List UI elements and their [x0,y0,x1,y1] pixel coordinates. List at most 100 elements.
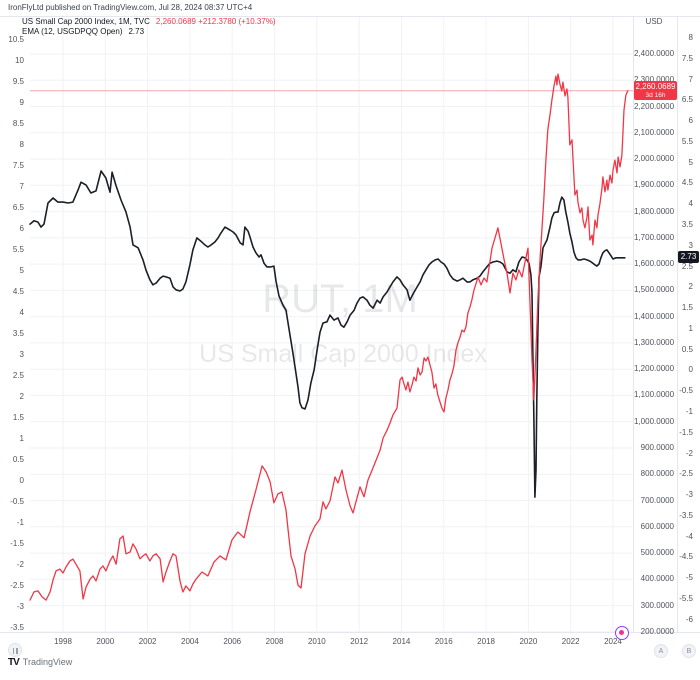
axis-time-tick: 2006 [223,637,242,646]
axis-pct-tick: 3.5 [681,219,693,229]
grid-lines [30,17,633,633]
axis-left-tick: 3 [19,350,24,359]
watermark-description: US Small Cap 2000 Index [199,340,487,368]
axis-pct-tick: 0 [688,365,693,375]
axis-pct-tick: -1 [685,406,693,416]
axis-left-tick: -3 [16,602,24,611]
tradingview-logo-text: TradingView [22,657,73,667]
axis-price-tick: 1,800.0000 [634,206,675,216]
axis-price-tick: 500.0000 [640,548,674,558]
axis-time-tick: 2010 [307,637,326,646]
corner-badge-icon [12,648,14,654]
axis-price-tick: 1,900.0000 [634,180,675,190]
axis-price-tick: 1,700.0000 [634,232,675,242]
axis-pct-tick: -3 [685,490,693,500]
axis-price-tick: 1,600.0000 [634,259,675,269]
axis-left-tick: 3.5 [12,329,24,338]
axis-left-tick: 5 [19,266,24,275]
axis-pct-tick: 7 [688,74,693,84]
axis-left-tick: 4 [19,308,24,317]
axis-left-tick: 5.5 [12,245,24,254]
axis-left-tick: -3.5 [10,623,24,632]
axis-left-tick: 9 [19,98,24,107]
axis-time-tick: 2022 [561,637,580,646]
axis-left-tick: 7 [19,182,24,191]
axis-pct-tick: -1.5 [679,427,693,437]
legend: US Small Cap 2000 Index, 1M, TVC 2,260.06… [22,17,276,37]
axis-price-tick: 2,100.0000 [634,127,675,137]
legend-symbol-change: +212.3780 (+10.37%) [198,17,276,26]
axis-pct-tick: -6 [685,614,693,624]
legend-row-symbol[interactable]: US Small Cap 2000 Index, 1M, TVC 2,260.06… [22,17,276,27]
axis-pct-tick: 8 [688,33,693,42]
axis-left-tick: 8.5 [12,119,24,128]
axis-left-tick: 0.5 [12,455,24,464]
publish-info: IronFlyLtd published on TradingView.com,… [8,3,253,12]
last-price-value: 2,260.0689 [635,82,676,92]
axis-pct-tick: -5.5 [679,593,693,603]
axis-time-tick: 2008 [265,637,284,646]
axis-time-tick: 2014 [392,637,411,646]
axis-pct-tick: -4.5 [679,552,693,562]
axis-left-tick: 1.5 [12,413,24,422]
axis-pct-tick: 5.5 [681,136,693,146]
legend-symbol-value: 2,260.0689 [155,17,196,26]
axis-price-tick: 700.0000 [640,495,674,505]
axis-left-tick: 6 [19,224,24,233]
price-axis-currency-label: USD [645,17,663,26]
legend-ema-title: EMA (12, USGDPQQ Open) [22,27,123,36]
time-axis-corner-badge[interactable] [8,643,22,657]
idea-marker-dot [619,630,624,635]
axis-price-tick: 800.0000 [640,469,674,479]
axis-price-tick: 400.0000 [640,574,674,584]
scale-b-badge[interactable]: B [682,644,696,658]
scale-a-badge[interactable]: A [654,644,668,658]
axis-time-tick: 2024 [604,637,622,646]
axis-time-tick: 2000 [96,637,115,646]
ema-series-line [29,170,626,498]
axis-pct-tick: 0.5 [681,344,693,354]
axis-left-tick: 8 [19,140,24,149]
legend-ema-value: 2.73 [128,27,145,36]
legend-row-ema[interactable]: EMA (12, USGDPQQ Open) 2.73 [22,27,276,37]
axis-price-tick: 1,100.0000 [634,390,675,400]
axis-pct-tick: 6 [688,116,693,126]
axis-price-tick: 1,400.0000 [634,311,675,321]
tradingview-logo-icon: TV [8,657,20,668]
axis-left-tick: 10.5 [8,35,24,44]
axis-price-tick: 600.0000 [640,521,674,531]
idea-marker-icon[interactable] [615,626,629,640]
axis-pct-tick: 1 [688,323,693,333]
axis-pct-tick: 4.5 [681,178,693,188]
bar-countdown: 3d 16h [645,92,666,100]
axis-price-tick: 1,500.0000 [634,285,675,295]
axis-left-tick: 0 [19,476,24,485]
axis-price-tick: 1,000.0000 [634,416,675,426]
legend-symbol-title: US Small Cap 2000 Index, 1M, TVC [22,17,150,26]
axis-time-tick: 2002 [138,637,157,646]
axis-price-tick: 2,300.0000 [634,75,675,85]
axis-pct-tick: 6.5 [681,95,693,105]
axis-pct-tick: -5 [685,573,693,583]
axis-price-tick: 200.0000 [640,626,674,636]
axis-time-tick: 1998 [54,637,72,646]
axis-time-tick: 2004 [181,637,199,646]
axis-pct-tick: 7.5 [681,53,693,63]
axis-left-tick: 7.5 [12,161,24,170]
axis-pct-tick: -0.5 [679,386,693,396]
axis-pct-tick: -2.5 [679,469,693,479]
corner-badge-icon [16,648,18,654]
axis-price-tick: 300.0000 [640,600,674,610]
axis-left-tick: 2 [19,392,24,401]
axis-left-tick: -0.5 [10,497,24,506]
axis-left-tick: 9.5 [12,77,24,86]
axis-time-tick: 2020 [519,637,538,646]
ema-value-tag: 2.73 [678,250,699,263]
axis-price-tick: 2,000.0000 [634,154,675,164]
axis-pct-tick: 5 [688,157,693,167]
axis-left-tick: -2 [16,560,24,569]
footer-brand[interactable]: TV TradingView [8,657,72,668]
axis-price-tick: 900.0000 [640,442,674,452]
